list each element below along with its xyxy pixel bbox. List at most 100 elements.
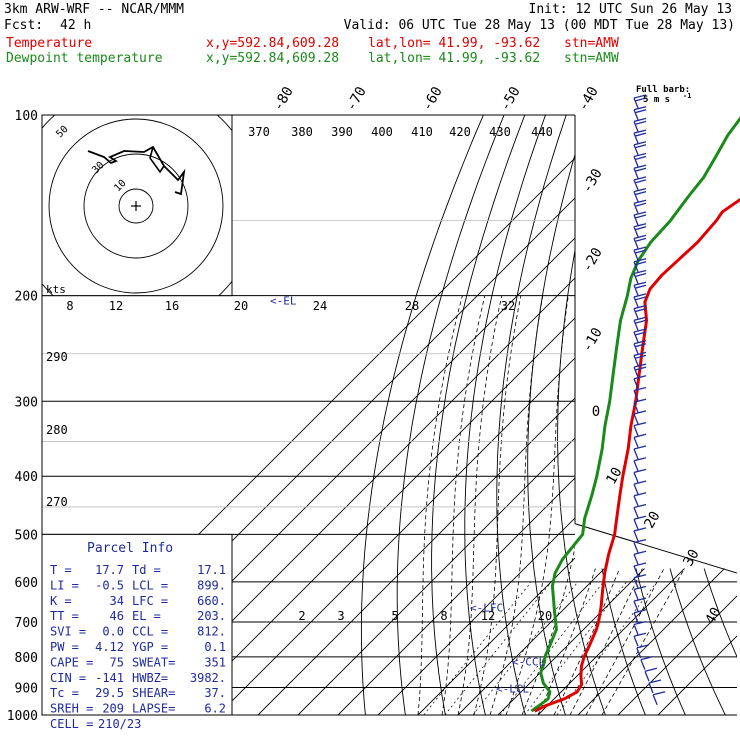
pressure-tick-label: 600 — [15, 576, 38, 591]
temperature-xy: x,y=592.84,609.28 — [206, 36, 340, 51]
parcel-param-label: SWEAT= — [132, 655, 175, 669]
pressure-tick-label: 700 — [15, 616, 38, 631]
forecast-label: Fcst: — [4, 18, 44, 33]
temperature-profile — [534, 197, 740, 713]
parcel-param-value: 812. — [197, 625, 226, 639]
hodograph-frame — [41, 114, 233, 297]
isotherm — [217, 115, 737, 715]
theta-label-top: 420 — [449, 125, 471, 139]
isotherm — [657, 115, 737, 715]
speed-tick-label: 28 — [405, 299, 419, 313]
parcel-param-label: PW = — [50, 640, 79, 654]
speed-tick-label: 12 — [109, 299, 123, 313]
pressure-tick-label: 800 — [15, 651, 38, 666]
parcel-param-value: 899. — [197, 578, 226, 592]
ccl-marker: <-CCL — [512, 656, 545, 669]
moist-adiabat — [505, 295, 569, 715]
barb-legend-units: 5 m s — [643, 95, 670, 105]
isotherm-label: -80 — [270, 84, 297, 114]
dewpoint-station: stn=AMW — [564, 51, 619, 66]
barb-legend-title: Full barb: — [636, 85, 690, 95]
dry-adiabat — [396, 115, 505, 715]
hodograph-units-label: kts — [46, 283, 66, 296]
isotherm-label: 10 — [603, 465, 625, 488]
hodograph-trace — [87, 145, 186, 196]
forecast-hour: 42 h — [60, 18, 92, 33]
parcel-param-value: 17.7 — [95, 563, 124, 577]
hodograph-ring — [118, 188, 154, 224]
mixing-ratio-label: 8 — [440, 609, 447, 623]
mixing-ratio-label: 3 — [337, 609, 344, 623]
parcel-param-label: EL = — [132, 609, 161, 623]
theta-label-left: 270 — [46, 495, 68, 509]
parcel-param-value: 17.1 — [197, 563, 226, 577]
parcel-param-label: Tc = — [50, 686, 79, 700]
mixing-ratio-label: 20 — [538, 609, 552, 623]
parcel-param-value: 46 — [110, 609, 124, 623]
temperature-label: Temperature — [6, 36, 93, 51]
hodograph-ring — [48, 118, 224, 294]
parcel-param-label: HWBZ= — [132, 671, 168, 685]
dry-adiabat — [360, 115, 484, 715]
isotherm-label: -40 — [575, 84, 602, 114]
parcel-param-value: 3982. — [190, 671, 226, 685]
parcel-param-label: SHEAR= — [132, 686, 175, 700]
hodograph-rings — [42, 115, 232, 296]
hodograph-trace-loop — [149, 146, 165, 174]
dry-adiabat — [614, 115, 686, 715]
mixing-ratio-label: 2 — [298, 609, 305, 623]
isotherm — [617, 115, 737, 715]
isotherm-label: 20 — [641, 509, 663, 532]
isotherm — [377, 115, 737, 715]
temperature-latlon: lat,lon= 41.99, -93.62 — [368, 36, 541, 51]
parcel-param-label: CCL = — [132, 625, 168, 639]
isotherm — [457, 115, 737, 715]
moist-adiabat — [585, 295, 737, 715]
parcel-param-value: 37. — [204, 686, 226, 700]
moist-adiabat — [569, 295, 729, 715]
isotherm — [497, 115, 737, 715]
isotherm-label: 40 — [702, 605, 724, 628]
parcel-param-value: 4.12 — [95, 640, 124, 654]
lfc-marker: <-LFC — [470, 602, 503, 615]
hodograph-ring — [83, 153, 189, 259]
theta-label-top: 380 — [291, 125, 313, 139]
parcel-param-value: 0.1 — [204, 640, 226, 654]
parcel-param-value: 209 — [102, 702, 124, 716]
moist-adiabat — [441, 295, 486, 715]
parcel-param-value: 0.0 — [102, 625, 124, 639]
parcel-param-value: -141 — [95, 671, 124, 685]
moist-adiabat — [417, 295, 463, 715]
isotherm-label: -70 — [343, 84, 370, 114]
theta-label-top: 370 — [248, 125, 270, 139]
dry-adiabat — [667, 115, 737, 715]
isotherm — [297, 115, 737, 715]
parcel-param-value: 29.5 — [95, 686, 124, 700]
valid-time: Valid: 06 UTC Tue 28 May 13 (00 MDT Tue … — [343, 18, 735, 33]
init-time: Init: 12 UTC Sun 26 May 13 — [528, 2, 733, 17]
parcel-param-label: LI = — [50, 578, 79, 592]
parcel-param-label: LFC = — [132, 594, 168, 608]
theta-label-top: 400 — [371, 125, 393, 139]
parcel-info-box — [41, 533, 233, 716]
parcel-param-label: LAPSE= — [132, 702, 175, 716]
dewpoint-xy: x,y=592.84,609.28 — [206, 51, 340, 66]
isotherm — [537, 115, 737, 715]
pressure-tick-label: 900 — [15, 682, 38, 697]
theta-label-top: 410 — [411, 125, 433, 139]
parcel-info-title: Parcel Info — [87, 541, 173, 556]
isotherm — [177, 115, 737, 715]
moist-adiabat — [601, 295, 737, 715]
theta-label-top: 440 — [531, 125, 553, 139]
theta-label-top: 430 — [489, 125, 511, 139]
mixing-ratio-label: 5 — [391, 609, 398, 623]
parcel-param-label: CIN = — [50, 671, 86, 685]
isotherm — [577, 115, 737, 715]
isotherm-label: 30 — [680, 547, 702, 570]
speed-tick-label: 8 — [66, 299, 73, 313]
parcel-param-label: SREH = — [50, 702, 93, 716]
dewpoint-profile — [530, 116, 740, 713]
parcel-param-label: SVI = — [50, 625, 86, 639]
